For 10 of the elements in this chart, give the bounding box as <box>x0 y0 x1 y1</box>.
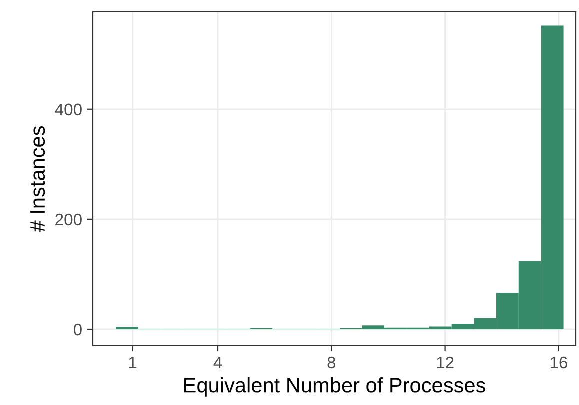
x-tick-label: 4 <box>214 357 222 368</box>
x-tick-label: 12 <box>437 356 454 368</box>
x-tick-label: 1 <box>129 357 137 368</box>
x-tick-label: 16 <box>550 356 568 369</box>
y-axis-title: # Instances <box>30 126 46 232</box>
x-axis-title: Equivalent Number of Processes <box>184 378 486 397</box>
y-tick-label: 400 <box>55 104 82 116</box>
y-tick-label: 0 <box>74 324 82 336</box>
x-tick-label: 8 <box>328 356 336 369</box>
y-tick-label: 200 <box>56 214 82 226</box>
